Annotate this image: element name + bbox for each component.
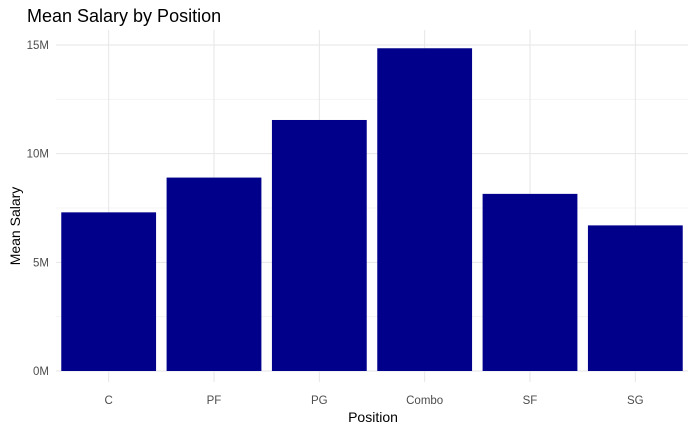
- y-tick-label: 10M: [27, 149, 49, 161]
- bar-pg: [271, 119, 367, 371]
- y-tick-label: 5M: [33, 257, 49, 269]
- y-axis-ticks: 0M 5M 10M 15M: [27, 40, 49, 378]
- x-tick-label: C: [105, 395, 113, 407]
- x-tick-label: PG: [311, 395, 328, 407]
- x-axis-ticks: C PF PG Combo SF SG: [105, 395, 644, 407]
- bar-sf: [482, 193, 578, 371]
- y-tick-label: 15M: [27, 40, 49, 52]
- y-axis-title: Mean Salary: [7, 187, 23, 266]
- bar-pf: [166, 177, 262, 371]
- chart-title: Mean Salary by Position: [27, 6, 221, 26]
- x-tick-label: Combo: [406, 395, 443, 407]
- bars: [61, 48, 683, 371]
- y-tick-label: 0M: [33, 366, 49, 378]
- x-tick-label: SG: [627, 395, 644, 407]
- bar-sg: [587, 225, 683, 371]
- bar-combo: [377, 48, 473, 371]
- bar-c: [61, 212, 157, 371]
- x-axis-title: Position: [348, 409, 398, 425]
- x-tick-label: PF: [207, 395, 222, 407]
- x-tick-label: SF: [523, 395, 538, 407]
